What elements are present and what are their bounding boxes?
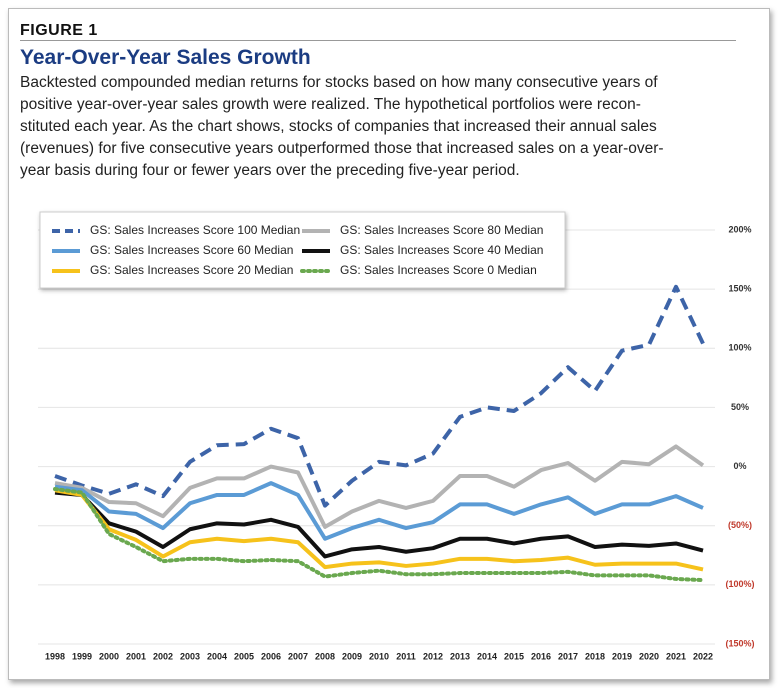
x-tick-label: 2021 (666, 651, 686, 661)
legend-label: GS: Sales Increases Score 80 Median (340, 223, 543, 237)
x-tick-label: 2016 (531, 651, 551, 661)
x-tick-label: 2004 (207, 651, 227, 661)
y-tick-label: 200% (728, 224, 751, 234)
series-line (54, 490, 704, 559)
legend-label: GS: Sales Increases Score 60 Median (90, 243, 293, 257)
x-tick-label: 2018 (585, 651, 605, 661)
description-line: Backtested compounded median returns for… (20, 74, 658, 91)
figure-frame (8, 8, 770, 680)
x-tick-label: 2022 (693, 651, 713, 661)
figure-label: FIGURE 1 (20, 22, 98, 39)
y-tick-label: 100% (728, 343, 751, 353)
x-tick-label: 2019 (612, 651, 632, 661)
y-tick-label: (50%) (728, 520, 752, 530)
chart-title: Year-Over-Year Sales Growth (20, 46, 311, 69)
x-tick-label: 2012 (423, 651, 443, 661)
x-tick-label: 2005 (234, 651, 254, 661)
x-tick-label: 1999 (72, 651, 92, 661)
legend-label: GS: Sales Increases Score 40 Median (340, 243, 543, 257)
series-line (54, 488, 704, 572)
legend-label: GS: Sales Increases Score 100 Median (90, 223, 300, 237)
x-tick-label: 2011 (396, 651, 416, 661)
series-line (54, 444, 705, 529)
x-tick-label: 2006 (261, 651, 281, 661)
x-tick-label: 2017 (558, 651, 578, 661)
description-line: stituted each year. As the chart shows, … (20, 118, 657, 135)
series-line (53, 487, 705, 583)
y-tick-label: (100%) (725, 579, 754, 589)
description-line: positive year-over-year sales growth wer… (20, 96, 641, 113)
x-tick-label: 1998 (45, 651, 65, 661)
description-line: year basis during four or fewer years ov… (20, 162, 520, 179)
x-tick-label: 2002 (153, 651, 173, 661)
description-line: (revenues) for five consecutive years ou… (20, 140, 664, 157)
x-tick-label: 2009 (342, 651, 362, 661)
y-tick-label: (150%) (725, 638, 754, 648)
legend-label: GS: Sales Increases Score 20 Median (90, 263, 293, 277)
x-tick-label: 2013 (450, 651, 470, 661)
series-line (54, 481, 704, 541)
x-tick-label: 2001 (126, 651, 146, 661)
description: Backtested compounded median returns for… (20, 72, 664, 182)
x-tick-label: 2007 (288, 651, 308, 661)
y-tick-label: 0% (733, 461, 746, 471)
x-tick-label: 2014 (477, 651, 497, 661)
x-tick-label: 2003 (180, 651, 200, 661)
x-tick-label: 2000 (99, 651, 119, 661)
y-tick-label: 50% (731, 402, 749, 412)
x-tick-label: 2015 (504, 651, 524, 661)
x-tick-label: 2020 (639, 651, 659, 661)
legend-label: GS: Sales Increases Score 0 Median (340, 263, 537, 277)
series-line (54, 284, 705, 508)
x-tick-label: 2008 (315, 651, 335, 661)
divider (20, 40, 736, 41)
y-tick-label: 150% (728, 284, 751, 294)
x-tick-label: 2010 (369, 651, 389, 661)
